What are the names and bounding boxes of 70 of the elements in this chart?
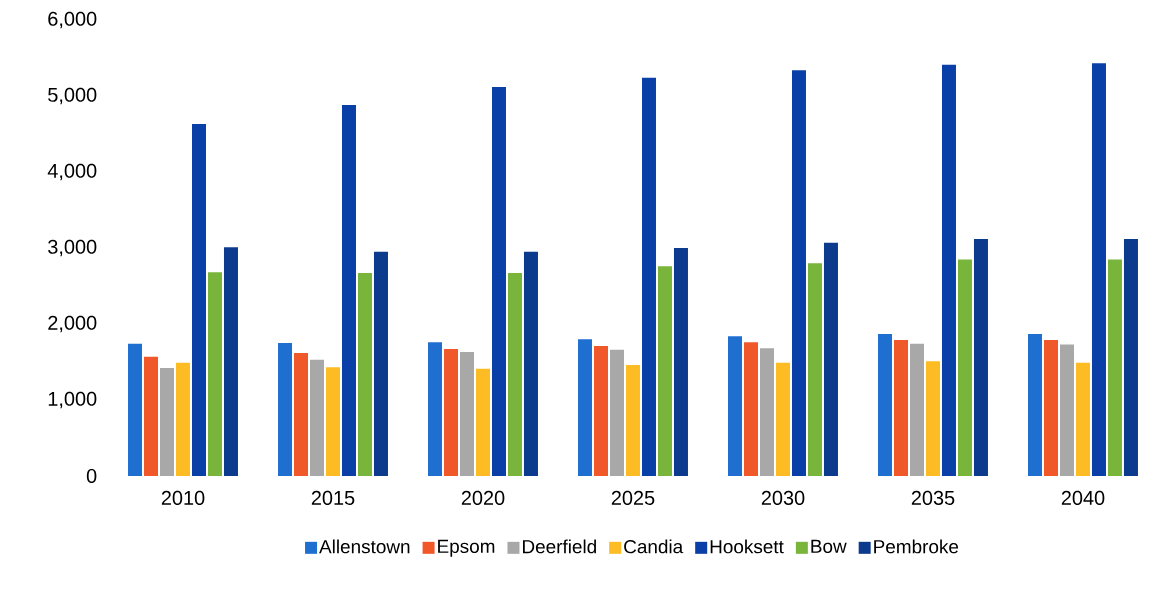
bar bbox=[610, 349, 624, 476]
bar bbox=[1028, 333, 1043, 476]
x-tick-label: 2040 bbox=[1061, 490, 1105, 505]
bar bbox=[823, 242, 838, 476]
y-tick-label: 4,000 bbox=[47, 163, 97, 181]
y-tick-label: 6,000 bbox=[48, 11, 97, 29]
x-tick-label: 2010 bbox=[161, 490, 205, 505]
bar bbox=[1044, 339, 1058, 476]
legend-label: Epsom bbox=[438, 539, 495, 557]
bar bbox=[444, 349, 459, 476]
bar bbox=[357, 273, 372, 476]
bar bbox=[744, 342, 758, 476]
bar bbox=[1123, 238, 1138, 476]
bar bbox=[310, 359, 324, 476]
bar bbox=[1059, 344, 1074, 476]
bar bbox=[428, 342, 443, 476]
bar bbox=[476, 368, 490, 476]
bar bbox=[176, 362, 190, 476]
bar bbox=[1075, 362, 1090, 476]
bar bbox=[641, 77, 656, 476]
bar bbox=[326, 367, 340, 476]
y-tick-label: 1,000 bbox=[48, 391, 97, 409]
x-tick-label: 2020 bbox=[461, 490, 505, 505]
bar bbox=[1107, 259, 1122, 476]
y-tick-label: 0 bbox=[86, 468, 97, 484]
bar bbox=[625, 365, 640, 476]
bar bbox=[941, 64, 956, 476]
bar bbox=[191, 124, 206, 476]
bar bbox=[460, 352, 474, 476]
bar bbox=[910, 343, 924, 476]
legend-label: Pembroke bbox=[874, 539, 959, 554]
bar bbox=[341, 105, 356, 476]
legend-label: Allenstown bbox=[319, 539, 410, 554]
x-tick-label: 2015 bbox=[311, 490, 355, 505]
bar bbox=[594, 346, 609, 476]
x-tick-label: 2030 bbox=[761, 490, 805, 505]
x-tick-label: 2025 bbox=[611, 490, 655, 505]
bar bbox=[128, 343, 143, 476]
bar bbox=[760, 348, 774, 476]
y-tick-label: 2,000 bbox=[48, 315, 97, 333]
x-tick-label: 2035 bbox=[911, 490, 955, 505]
bar bbox=[294, 352, 309, 476]
bar bbox=[925, 361, 940, 476]
y-tick-label: 5,000 bbox=[48, 87, 97, 105]
bar bbox=[894, 339, 908, 476]
legend-label: Deerfield bbox=[523, 539, 596, 554]
bar bbox=[144, 356, 159, 476]
legend-label: Candia bbox=[624, 539, 684, 554]
bar bbox=[223, 247, 238, 476]
bar bbox=[973, 238, 988, 476]
bar bbox=[507, 273, 522, 476]
bar bbox=[278, 343, 293, 476]
bar bbox=[657, 266, 672, 476]
bar bbox=[673, 248, 688, 476]
legend-label: Hooksett bbox=[710, 539, 784, 554]
legend-label: Bow bbox=[811, 539, 847, 554]
bar bbox=[578, 339, 593, 476]
bar bbox=[878, 333, 893, 476]
bar bbox=[1091, 63, 1106, 476]
bar bbox=[491, 86, 506, 476]
bar bbox=[957, 259, 972, 476]
bar bbox=[728, 336, 743, 476]
bar bbox=[207, 272, 222, 476]
bar bbox=[373, 251, 388, 476]
bar bbox=[807, 263, 822, 476]
bar bbox=[160, 368, 175, 476]
y-tick-label: 3,000 bbox=[48, 239, 97, 257]
bar bbox=[775, 362, 790, 476]
bar bbox=[523, 251, 538, 476]
bar bbox=[791, 70, 806, 476]
